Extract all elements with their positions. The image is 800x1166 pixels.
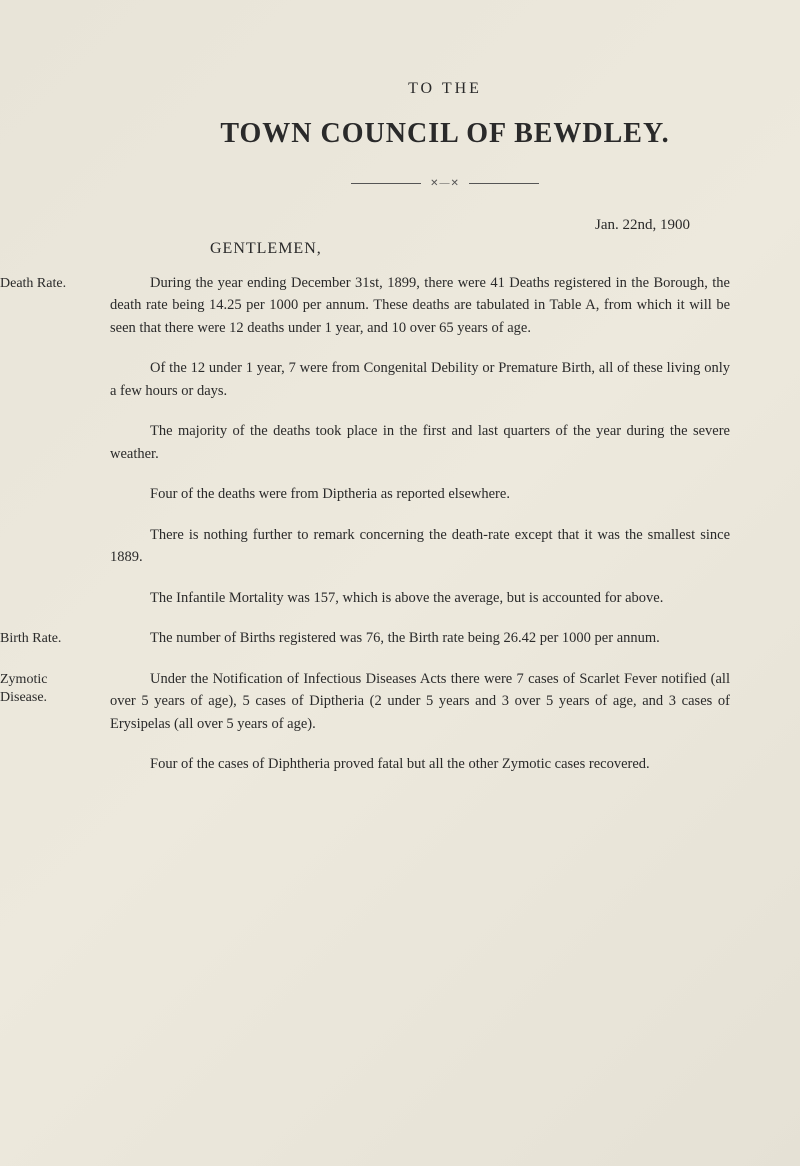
section-death-rate: Death Rate. During the year ending Decem… [100, 272, 730, 609]
paragraph: Four of the cases of Diphtheria proved f… [110, 753, 730, 775]
section-zymotic: Zymotic Disease. Under the Notification … [100, 668, 730, 776]
margin-label-birth-rate: Birth Rate. [0, 630, 100, 648]
margin-label-zymotic: Zymotic Disease. [0, 671, 100, 707]
section-birth-rate: Birth Rate. The number of Births registe… [100, 627, 730, 649]
paragraph: Under the Notification of Infectious Dis… [110, 668, 730, 735]
margin-label-death-rate: Death Rate. [0, 275, 100, 293]
paragraph: The Infantile Mortality was 157, which i… [110, 587, 730, 609]
paragraph: There is nothing further to remark conce… [110, 524, 730, 569]
salutation: GENTLEMEN, [210, 240, 730, 258]
paragraph: During the year ending December 31st, 18… [110, 272, 730, 339]
ornament-divider: ✕—✕ [160, 178, 730, 189]
pretitle: TO THE [160, 80, 730, 98]
document-date: Jan. 22nd, 1900 [100, 217, 730, 234]
main-title: TOWN COUNCIL OF BEWDLEY. [160, 118, 730, 150]
document-page: TO THE TOWN COUNCIL OF BEWDLEY. ✕—✕ Jan.… [0, 0, 800, 1166]
paragraph: Of the 12 under 1 year, 7 were from Cong… [110, 357, 730, 402]
paragraph: Four of the deaths were from Diptheria a… [110, 483, 730, 505]
body-content: Death Rate. During the year ending Decem… [100, 272, 730, 776]
ornament-center: ✕—✕ [430, 178, 460, 189]
paragraph: The majority of the deaths took place in… [110, 420, 730, 465]
paragraph: The number of Births registered was 76, … [110, 627, 730, 649]
